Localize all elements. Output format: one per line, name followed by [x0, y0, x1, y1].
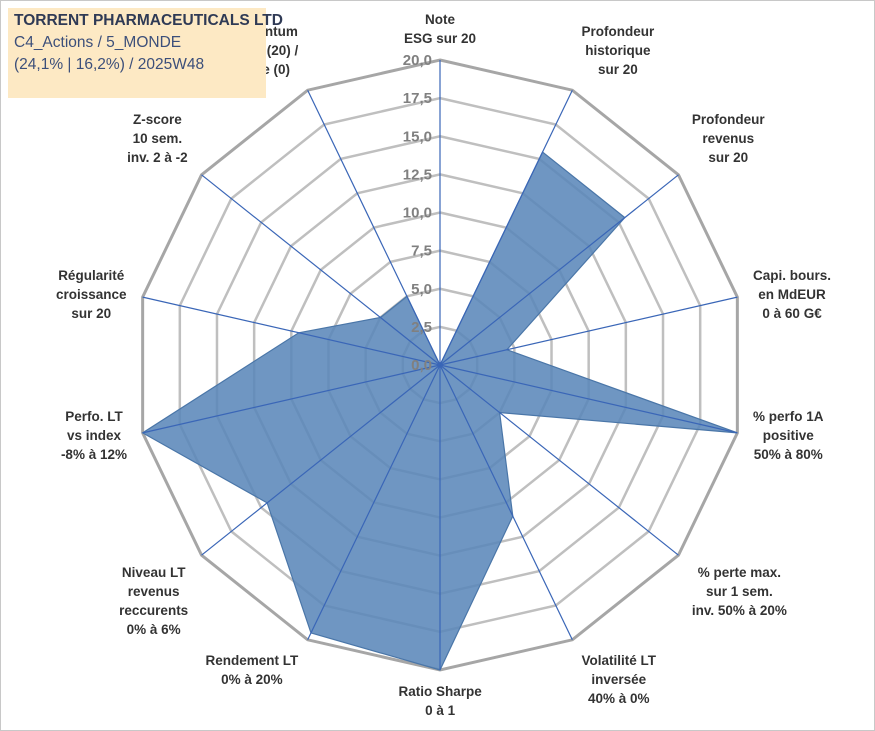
axis-label-line: % perte max. [697, 564, 781, 580]
axis-label: % perfo 1A positive 50% à 80% [753, 407, 824, 464]
axis-label-line: Niveau LT [121, 564, 186, 580]
axis-label-line: positive [762, 428, 814, 444]
axis-label-line: sur 20 [71, 305, 112, 321]
chart-caption: TORRENT PHARMACEUTICALS LTD C4_Actions /… [8, 8, 283, 98]
axis-label: Profondeur revenus sur 20 [692, 110, 765, 167]
axis-label-line: % perfo 1A [753, 409, 824, 425]
axis-label-line: Perfo. LT [65, 409, 123, 425]
axis-label-line: Régularité [58, 267, 125, 283]
axis-label-line: 10 sem. [132, 131, 183, 147]
axis-label: Capi. bours. en MdEUR 0 à 60 G€ [753, 266, 831, 323]
caption-title: TORRENT PHARMACEUTICALS LTD [14, 12, 283, 29]
axis-label: Volatilité LT inversée 40% à 0% [582, 651, 657, 708]
tick-label: 20,0 [403, 52, 432, 69]
axis-spoke [439, 364, 679, 556]
tick-label: 7,5 [411, 243, 432, 260]
axis-label-line: 40% à 0% [588, 690, 650, 706]
axis-label: Note ESG sur 20 [404, 10, 476, 48]
axis-label-line: Z-score [133, 112, 182, 128]
axis-spoke [439, 89, 573, 366]
caption-category: C4_Actions / 5_MONDE [14, 34, 182, 51]
axis-label-line: vs index [66, 428, 121, 444]
axis-label: Perfo. LT vs index -8% à 12% [61, 407, 127, 464]
axis-label-line: reccurents [119, 602, 189, 618]
tick-label: 5,0 [411, 281, 432, 298]
axis-spoke [307, 364, 441, 641]
axis-spoke [201, 364, 441, 556]
tick-label: 15,0 [403, 128, 432, 145]
axis-label-line: 50% à 80% [753, 447, 823, 463]
axis-spoke [439, 296, 738, 366]
axis-spoke [142, 296, 441, 366]
axis-spoke [439, 174, 679, 366]
axis-label: Rendement LT 0% à 20% [205, 651, 298, 689]
axis-label-line: Profondeur [691, 112, 765, 128]
axis-label-line: Profondeur [581, 24, 655, 40]
axis-label-line: Capi. bours. [753, 267, 832, 283]
tick-label: 2,5 [411, 319, 432, 336]
axis-label-line: 0% à 6% [126, 621, 181, 637]
axis-spoke [439, 364, 738, 434]
axis-label-line: revenus [702, 131, 755, 147]
axis-label: Niveau LT revenus reccurents 0% à 6% [119, 563, 188, 639]
tick-label: 12,5 [403, 166, 432, 183]
axis-spoke [439, 364, 573, 641]
axis-label-line: croissance [55, 286, 127, 302]
tick-layer: 0,0 2,5 5,0 7,5 10,0 12,5 15,0 17,5 20,0 [403, 52, 432, 374]
axis-label-line: -8% à 12% [60, 447, 127, 463]
axis-label-line: Note [425, 12, 456, 27]
axis-label-line: Ratio Sharpe [398, 684, 482, 699]
axis-label-line: historique [585, 43, 651, 59]
axis-label-line: revenus [127, 583, 180, 599]
axis-label: Ratio Sharpe 0 à 1 [399, 682, 482, 720]
axis-label: % perte max. sur 1 sem. inv. 50% à 20% [692, 563, 787, 620]
tick-label: 17,5 [403, 90, 432, 107]
axis-label-line: 0 à 1 [425, 703, 456, 718]
tick-label: 10,0 [403, 205, 432, 222]
axis-label-line: Rendement LT [205, 652, 299, 668]
axis-label-line: inv. 2 à -2 [127, 150, 188, 166]
axis-label: Profondeur historique sur 20 [582, 22, 655, 79]
axis-label: Régularité croissance sur 20 [56, 266, 127, 323]
axis-label-line: sur 20 [598, 62, 638, 78]
axis-spoke [307, 89, 441, 366]
axis-spoke [201, 174, 441, 366]
axis-label-line: en MdEUR [758, 286, 826, 302]
caption-stats: (24,1% | 16,2%) / 2025W48 [14, 56, 205, 73]
axis-label-line: inv. 50% à 20% [691, 602, 787, 618]
axis-label-line: 0% à 20% [221, 671, 283, 687]
axis-label-line: ESG sur 20 [404, 31, 477, 46]
axis-label-line: 0 à 60 G€ [762, 305, 822, 321]
axis-label-line: sur 1 sem. [705, 583, 773, 599]
spoke-layer [142, 60, 738, 670]
axis-label-line: sur 20 [708, 150, 749, 166]
axis-label-line: Volatilité LT [581, 652, 657, 668]
axis-spoke [142, 364, 441, 434]
axis-label: Z-score 10 sem. inv. 2 à -2 [127, 110, 188, 167]
axis-label-line: inversée [591, 671, 647, 687]
tick-label: 0,0 [411, 357, 432, 374]
